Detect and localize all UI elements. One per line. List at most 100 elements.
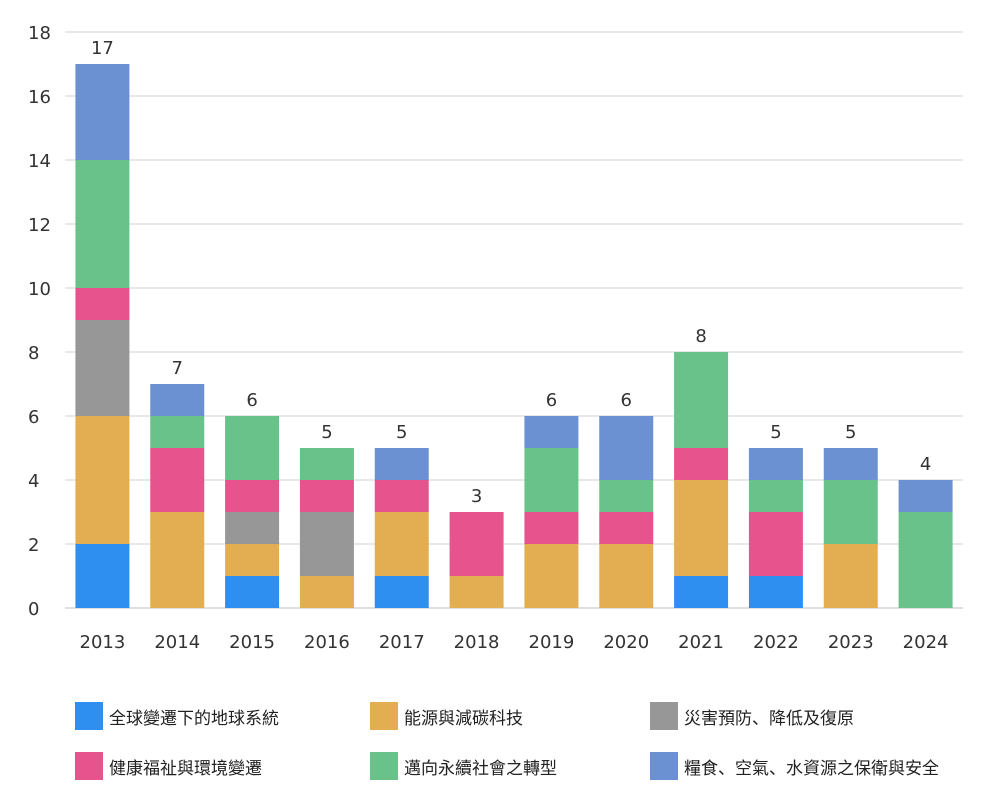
bar-segment bbox=[150, 416, 205, 448]
gridlines bbox=[65, 31, 963, 609]
bar-segment bbox=[75, 64, 130, 160]
legend-item: 能源與減碳科技 bbox=[370, 702, 523, 730]
y-tick-label: 10 bbox=[28, 279, 51, 300]
bar-segment bbox=[674, 480, 729, 576]
bar-total-label: 3 bbox=[471, 486, 482, 507]
x-axis: 2013 2014 2015 2016 2017 2018 2019 2020 2021 2022… bbox=[80, 632, 949, 653]
x-tick-label: 2023 bbox=[828, 632, 874, 653]
bar-segment bbox=[225, 576, 280, 608]
legend-swatch bbox=[650, 752, 678, 780]
y-tick-label: 0 bbox=[28, 599, 39, 620]
legend-item: 邁向永續社會之轉型 bbox=[370, 752, 557, 780]
bar-segment bbox=[748, 576, 803, 608]
bar-segment bbox=[374, 448, 429, 480]
bar-segment bbox=[374, 480, 429, 512]
x-tick-label: 2018 bbox=[454, 632, 500, 653]
legend-label: 能源與減碳科技 bbox=[404, 708, 523, 729]
bar-segment bbox=[75, 544, 130, 608]
bar-total-label: 6 bbox=[246, 390, 257, 411]
bar-segment bbox=[150, 512, 205, 608]
bar-segment bbox=[299, 512, 354, 576]
bar-segment bbox=[75, 288, 130, 320]
bar-segment bbox=[599, 544, 654, 608]
bar-total-label: 7 bbox=[172, 358, 183, 379]
bar-segment bbox=[748, 512, 803, 576]
y-tick-label: 6 bbox=[28, 407, 39, 428]
bar-segment bbox=[524, 544, 579, 608]
y-tick-label: 18 bbox=[28, 23, 51, 44]
bar-segment bbox=[674, 448, 729, 480]
y-tick-label: 14 bbox=[28, 151, 51, 172]
bar-segment bbox=[449, 576, 504, 608]
bar-segment bbox=[823, 544, 878, 608]
legend-label: 健康福祉與環境變遷 bbox=[109, 758, 262, 779]
bar-segment bbox=[674, 352, 729, 448]
bar-segment bbox=[674, 576, 729, 608]
legend-label: 糧食、空氣、水資源之保衛與安全 bbox=[684, 758, 939, 779]
bar-segment bbox=[299, 480, 354, 512]
bar-segment bbox=[898, 480, 953, 512]
bar-segment bbox=[225, 512, 280, 544]
bar-segment bbox=[75, 320, 130, 416]
legend-swatch bbox=[650, 702, 678, 730]
y-tick-label: 12 bbox=[28, 215, 51, 236]
bar-total-label: 17 bbox=[91, 38, 114, 59]
bar-segment bbox=[75, 416, 130, 544]
legend-item: 糧食、空氣、水資源之保衛與安全 bbox=[650, 752, 939, 780]
bar-segment bbox=[524, 512, 579, 544]
legend-label: 全球變遷下的地球系統 bbox=[109, 708, 279, 729]
bar-segment bbox=[823, 480, 878, 544]
bar-totals: 17 7 6 5 5 3 6 6 8 5 5 4 bbox=[91, 38, 931, 507]
bar-segment bbox=[748, 448, 803, 480]
bar-total-label: 4 bbox=[920, 454, 931, 475]
bar-segment bbox=[299, 576, 354, 608]
x-tick-label: 2022 bbox=[753, 632, 799, 653]
x-tick-label: 2017 bbox=[379, 632, 425, 653]
bar-segment bbox=[524, 416, 579, 448]
bar-total-label: 8 bbox=[695, 326, 706, 347]
bar-segment bbox=[225, 544, 280, 576]
x-tick-label: 2020 bbox=[603, 632, 649, 653]
bar-segment bbox=[150, 384, 205, 416]
legend-swatch bbox=[370, 752, 398, 780]
bar-segment bbox=[225, 416, 280, 480]
bar-total-label: 6 bbox=[621, 390, 632, 411]
x-tick-label: 2024 bbox=[903, 632, 949, 653]
legend-swatch bbox=[370, 702, 398, 730]
x-tick-label: 2015 bbox=[229, 632, 275, 653]
x-tick-label: 2014 bbox=[154, 632, 200, 653]
y-tick-label: 4 bbox=[28, 471, 39, 492]
legend-swatch bbox=[75, 752, 103, 780]
legend: 全球變遷下的地球系統 能源與減碳科技 災害預防、降低及復原健康福祉與環境變遷 邁向永續… bbox=[0, 690, 996, 800]
x-tick-label: 2021 bbox=[678, 632, 724, 653]
bar-segment bbox=[150, 448, 205, 512]
x-tick-label: 2016 bbox=[304, 632, 350, 653]
bar-segment bbox=[75, 160, 130, 288]
y-tick-label: 2 bbox=[28, 535, 39, 556]
bar-segment bbox=[748, 480, 803, 512]
bar-segment bbox=[898, 512, 953, 608]
bar-segment bbox=[374, 512, 429, 576]
legend-swatch bbox=[75, 702, 103, 730]
bar-segment bbox=[374, 576, 429, 608]
legend-label: 邁向永續社會之轉型 bbox=[404, 758, 557, 779]
bar-segment bbox=[599, 416, 654, 480]
x-tick-label: 2013 bbox=[80, 632, 126, 653]
legend-label: 災害預防、降低及復原 bbox=[684, 708, 854, 729]
legend-item: 全球變遷下的地球系統 bbox=[75, 702, 279, 730]
y-axis: 0 2 4 6 8 10 12 14 16 18 bbox=[28, 23, 51, 620]
y-tick-label: 16 bbox=[28, 87, 51, 108]
x-tick-label: 2019 bbox=[529, 632, 575, 653]
y-tick-label: 8 bbox=[28, 343, 39, 364]
bar-segment bbox=[524, 448, 579, 512]
bars bbox=[75, 64, 953, 608]
bar-total-label: 5 bbox=[321, 422, 332, 443]
bar-segment bbox=[823, 448, 878, 480]
bar-total-label: 5 bbox=[396, 422, 407, 443]
bar-segment bbox=[299, 448, 354, 480]
bar-segment bbox=[449, 512, 504, 576]
legend-item: 災害預防、降低及復原 bbox=[650, 702, 854, 730]
bar-segment bbox=[599, 512, 654, 544]
bar-segment bbox=[225, 480, 280, 512]
